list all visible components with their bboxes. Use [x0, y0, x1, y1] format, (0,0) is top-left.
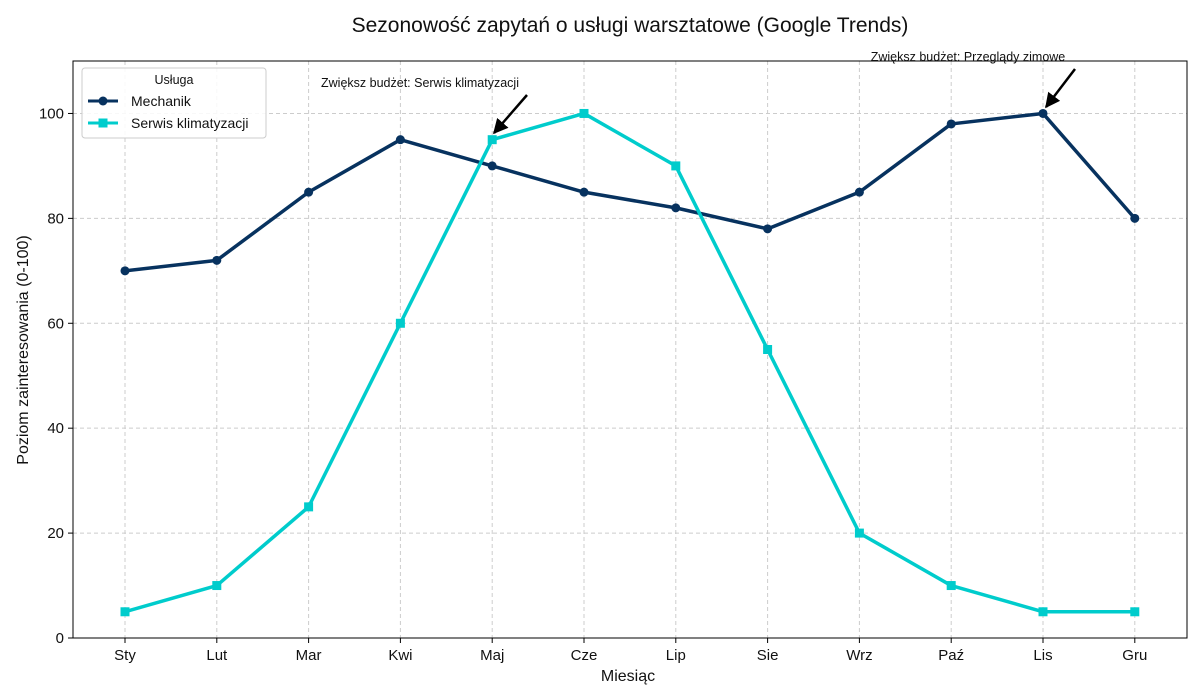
y-tick-label: 0 [56, 630, 64, 647]
data-point-0-5 [579, 187, 589, 197]
x-tick-label: Kwi [388, 647, 412, 664]
data-point-1-7 [763, 345, 773, 354]
x-tick-label: Lis [1033, 647, 1052, 664]
data-point-1-2 [304, 502, 314, 512]
legend-marker-klimatyzacja [98, 118, 108, 128]
data-point-0-9 [946, 119, 956, 129]
data-point-0-8 [854, 187, 864, 197]
chart-title: Sezonowość zapytań o usługi warsztatowe … [352, 14, 909, 37]
data-point-0-6 [671, 203, 681, 213]
data-point-0-1 [212, 255, 222, 265]
x-tick-label: Sty [114, 647, 136, 664]
y-tick-label: 20 [47, 525, 64, 542]
x-tick-label: Maj [480, 647, 504, 664]
plot-frame [72, 60, 1188, 639]
data-point-0-7 [763, 224, 773, 234]
legend-marker-mechanik [98, 96, 108, 106]
data-point-1-0 [120, 607, 130, 617]
y-tick-label: 60 [47, 315, 64, 332]
legend-label-mechanik: Mechanik [131, 93, 192, 109]
y-tick-label: 100 [39, 105, 64, 122]
series-layer [120, 108, 1140, 617]
annotation-winter-budget-arrow [1045, 68, 1076, 109]
legend-label-klimatyzacja: Serwis klimatyzacji [131, 115, 248, 131]
data-point-1-5 [579, 108, 589, 118]
data-point-0-10 [1038, 108, 1048, 118]
x-tick-label: Wrz [846, 647, 872, 664]
data-point-1-4 [487, 135, 497, 145]
x-axis-label: Miesiąc [601, 668, 655, 685]
x-tick-label: Paź [938, 647, 964, 664]
series-line-0 [123, 111, 1137, 273]
annotation-layer: Zwiększ budżet: Serwis klimatyzacji Zwię… [321, 50, 1076, 135]
x-tick-label: Cze [571, 647, 598, 664]
data-point-1-6 [671, 161, 681, 171]
x-tick-label: Mar [296, 647, 322, 664]
legend-title: Usługa [155, 73, 194, 87]
data-point-0-4 [487, 161, 497, 171]
data-point-0-0 [120, 266, 130, 276]
data-point-0-3 [395, 135, 405, 145]
grid-layer [73, 61, 1187, 639]
x-tick-label: Sie [757, 647, 779, 664]
annotation-winter-budget: Zwiększ budżet: Przeglądy zimowe [871, 50, 1066, 64]
annotation-ac-budget-arrow [493, 94, 528, 135]
data-point-1-1 [212, 581, 222, 591]
y-tick-label: 40 [47, 420, 64, 437]
y-axis-label: Poziom zainteresowania (0-100) [15, 235, 32, 464]
data-point-1-10 [1038, 607, 1048, 617]
legend: Usługa Mechanik Serwis klimatyzacji [81, 67, 267, 139]
data-point-1-11 [1130, 607, 1140, 617]
data-point-0-11 [1130, 213, 1140, 223]
series-line-1 [123, 111, 1137, 614]
x-tick-label: Lip [666, 647, 686, 664]
ticks-layer: 0 20 40 60 80 100 Sty Lut Mar Kwi Maj Cze Lip Sie Wrz P… [39, 105, 1147, 664]
data-point-1-9 [946, 581, 956, 591]
x-tick-label: Lut [206, 647, 228, 664]
annotation-ac-budget: Zwiększ budżet: Serwis klimatyzacji [321, 76, 519, 90]
y-tick-label: 80 [47, 210, 64, 227]
data-point-1-8 [854, 528, 864, 538]
x-tick-label: Gru [1122, 647, 1147, 664]
legend-box [81, 67, 267, 139]
data-point-0-2 [304, 187, 314, 197]
data-point-1-3 [395, 318, 405, 328]
